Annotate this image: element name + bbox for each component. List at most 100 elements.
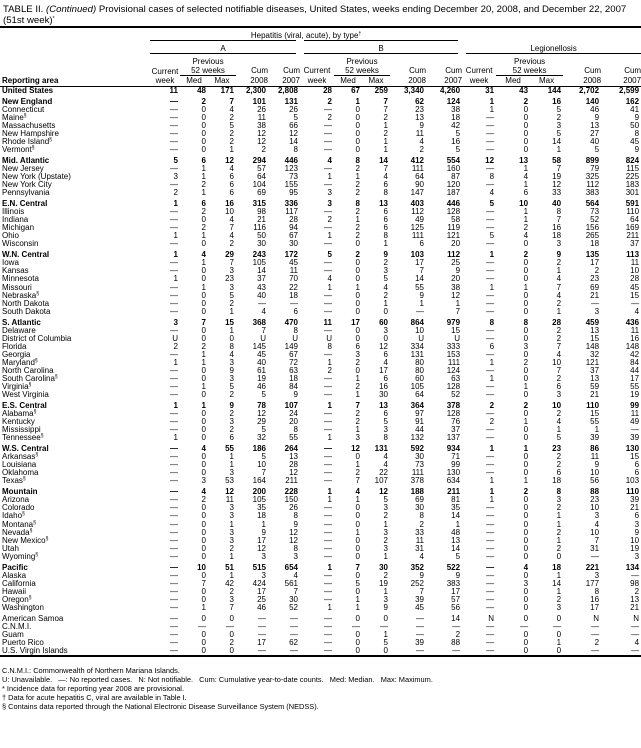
cell-value: 30 (379, 390, 388, 400)
footnote: C.N.M.I.: Commonwealth of Northern Maria… (2, 666, 180, 676)
cell-value: 18 (257, 511, 266, 521)
cell-value: 84 (630, 357, 640, 367)
reporting-area: North Carolina (0, 367, 150, 375)
reporting-area: Guam (0, 630, 150, 639)
cell-value: — (170, 306, 178, 316)
cell-value: 0 (523, 112, 529, 122)
cell-value: — (486, 129, 495, 139)
area-name: Iowa (2, 258, 19, 268)
cell-value: 51 (225, 562, 234, 572)
cell-value: 1 (229, 460, 234, 470)
cell-value: 59 (590, 382, 600, 392)
cell-value: 2 (173, 188, 178, 198)
cell-value: — (324, 129, 332, 139)
cell-value: 1 (327, 487, 332, 497)
reporting-area: South Dakota (0, 307, 150, 316)
cell-value: 2 (594, 638, 600, 648)
table-row: Nevada§ —0 3 9 12—1 3 33 48—0 2 10 9 (0, 527, 641, 537)
area-name: Colorado (2, 503, 35, 513)
cell-value: 5 (261, 425, 266, 435)
cell-value: 0 (355, 290, 360, 300)
cell-value: 1 (355, 172, 360, 182)
reporting-area: New Mexico§ (0, 536, 150, 545)
cell-value: U (418, 333, 424, 343)
cell-value: 0 (201, 527, 206, 537)
cell-value: 2 (634, 586, 640, 596)
cell-value: — (324, 306, 332, 316)
cell-value: 4,260 (440, 86, 461, 95)
cell-value: 55 (225, 444, 234, 454)
area-name: Massachusetts (2, 120, 56, 130)
cell-value: 0 (523, 629, 529, 639)
table-row: West Virginia — 0 2 5 9 — 1 30 64 52 — 0 3 21 19 (0, 391, 641, 399)
cell-value: 18 (590, 239, 600, 249)
cell-value: 0 (523, 527, 529, 537)
cell-value: 38 (451, 282, 461, 292)
cell-value: 3,340 (403, 86, 424, 95)
reporting-area: Virginia§ (0, 383, 150, 391)
cell-value: 11 (630, 258, 640, 268)
title-prefix: TABLE II. (3, 4, 47, 15)
cell-value: — (258, 298, 266, 308)
cell-value: 3 (327, 188, 332, 198)
cell-value: — (324, 239, 332, 249)
cell-value: 1 (201, 349, 206, 359)
cell-value: 8 (594, 586, 600, 596)
cell-value: 1 (523, 417, 529, 427)
cell-value: 21 (257, 215, 266, 225)
cell-value: 5 (229, 290, 234, 300)
cell-value: — (352, 621, 360, 631)
cell-value: 17 (257, 535, 266, 545)
cell-value: — (452, 646, 461, 656)
cell-value: 101 (252, 96, 266, 106)
cell-value: 42 (451, 120, 461, 130)
cell-value: 55 (415, 282, 424, 292)
cell-value: 0 (523, 266, 529, 276)
cell-value: 0 (201, 543, 206, 553)
cell-value: 10 (630, 266, 640, 276)
cell-value: 0 (201, 570, 206, 580)
cell-value: 23 (590, 495, 600, 505)
cell-value: — (486, 570, 495, 580)
cell-value: 57 (451, 594, 461, 604)
cell-value: — (324, 444, 332, 454)
area-name: Puerto Rico (2, 638, 44, 648)
cell-value: 8 (489, 317, 495, 327)
reporting-area: Alabama§ (0, 410, 150, 418)
table-row: Connecticut — 0 4 26 26 — 0 7 23 38 1 0 5 46 41 (0, 105, 641, 114)
cell-value: — (591, 646, 600, 656)
cell-value: 0 (383, 613, 388, 623)
cell-value: 128 (446, 207, 461, 217)
cell-value: — (170, 290, 178, 300)
cell-value: 0 (523, 503, 529, 513)
cell-value: 29 (225, 250, 234, 260)
header-previous: Previous (346, 57, 378, 66)
area-name: North Carolina (2, 366, 54, 376)
cell-value: 55 (630, 382, 640, 392)
cell-value: 0 (355, 129, 360, 139)
cell-value: — (486, 112, 495, 122)
cell-value: 4 (556, 417, 562, 427)
cell-value: 3 (634, 551, 640, 561)
cell-value: 0 (201, 646, 206, 656)
cell-value: — (416, 629, 424, 639)
cell-value: 0 (523, 409, 529, 419)
cell-value: 899 (585, 155, 600, 165)
cell-value: — (290, 298, 298, 308)
cell-value: 40 (257, 357, 266, 367)
area-name: Vermont (2, 145, 32, 155)
cell-value: 81 (451, 495, 461, 505)
area-name: Kansas (2, 266, 29, 276)
reporting-area: Ohio (0, 232, 150, 240)
cell-value: 12 (289, 527, 298, 537)
footnote: * Incidence data for reporting year 2008… (2, 684, 185, 694)
cell-value: 3 (634, 519, 640, 529)
cell-value: 0 (523, 333, 529, 343)
cell-value: — (452, 621, 461, 631)
reporting-area: Tennessee§ (0, 434, 150, 442)
table-row: Arizona —2 11 105 150 1 1 5 69 81 1 0 3 23 39 (0, 496, 641, 504)
cell-value: 4 (201, 487, 206, 497)
cell-value: 383 (446, 578, 461, 588)
area-name: Mountain (2, 487, 38, 497)
cell-value: — (486, 137, 495, 147)
